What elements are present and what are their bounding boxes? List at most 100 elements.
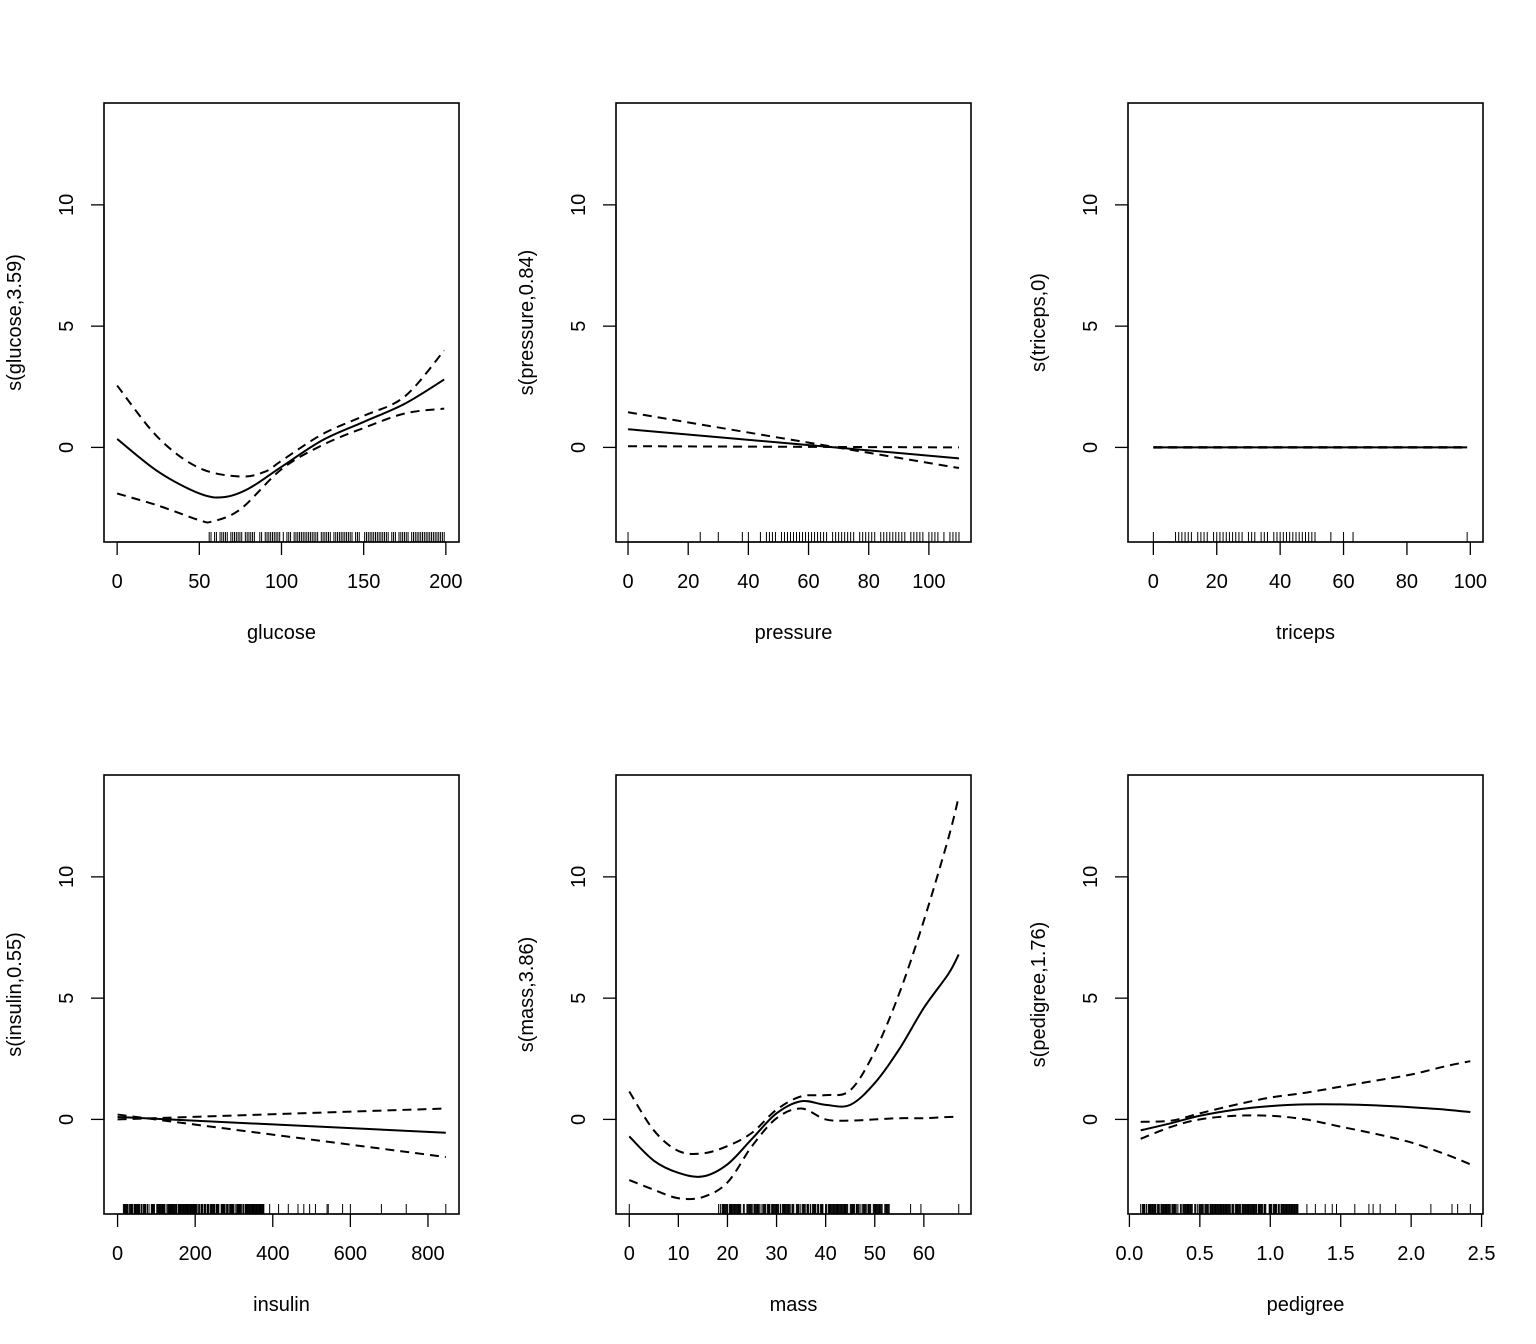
x-tick-label: 80 <box>858 571 880 593</box>
y-axis: 0 5 10 <box>56 194 105 453</box>
x-tick-label: 200 <box>178 1243 211 1265</box>
confidence-band-lower <box>117 1113 446 1158</box>
panel-glucose: 0 50 100 150 200 0 5 10 glucose s(glucose,3.59) <box>4 102 463 644</box>
plot-frame <box>103 774 460 1215</box>
x-axis-label: pedigree <box>1267 1294 1345 1316</box>
y-tick-label: 10 <box>56 866 78 888</box>
confidence-band-lower <box>628 1107 959 1201</box>
x-tick-label: 60 <box>797 571 819 593</box>
x-tick-label: 1.5 <box>1327 1243 1355 1265</box>
y-tick-label: 0 <box>56 1114 78 1125</box>
x-tick-label: 150 <box>347 571 380 593</box>
x-axis: 0.0 0.5 1.0 1.5 2.0 2.5 <box>1116 1213 1496 1265</box>
smooth-fit-line <box>1140 1103 1471 1132</box>
panel-insulin: 0 200 400 600 800 0 5 10 insulin s(insulin,0.55) <box>4 774 460 1316</box>
y-axis: 0 5 10 <box>1080 866 1129 1125</box>
y-axis-label: s(triceps,0) <box>1028 273 1050 372</box>
confidence-band-lower <box>628 445 959 449</box>
y-tick-label: 0 <box>568 1114 590 1125</box>
y-tick-label: 5 <box>1080 993 1102 1004</box>
x-tick-label: 40 <box>1269 571 1291 593</box>
y-axis: 0 5 10 <box>56 866 105 1125</box>
plot-frame <box>103 102 460 543</box>
y-axis-label: s(insulin,0.55) <box>4 932 26 1057</box>
x-tick-label: 200 <box>429 571 462 593</box>
rug <box>627 532 960 542</box>
y-axis: 0 5 10 <box>1080 194 1129 453</box>
rug <box>208 532 445 542</box>
x-tick-label: 40 <box>737 571 759 593</box>
y-axis-label: s(mass,3.86) <box>516 937 538 1053</box>
x-tick-label: 0 <box>1148 571 1159 593</box>
panel-triceps: 0 20 40 60 80 100 0 5 10 triceps s(triceps,0) <box>1028 102 1487 644</box>
x-axis-label: glucose <box>247 622 316 644</box>
x-tick-label: 0 <box>624 1243 635 1265</box>
x-axis: 0 200 400 600 800 <box>112 1213 445 1265</box>
x-axis-label: pressure <box>755 622 833 644</box>
x-tick-label: 100 <box>912 571 945 593</box>
x-axis-label: triceps <box>1276 622 1335 644</box>
x-tick-label: 30 <box>765 1243 787 1265</box>
panel-pressure: 0 20 40 60 80 100 0 5 10 pressure s(pressure,0.84) <box>516 102 972 644</box>
x-tick-label: 600 <box>334 1243 367 1265</box>
confidence-band-upper <box>117 1107 446 1121</box>
confidence-band-lower <box>116 407 445 524</box>
x-tick-label: 50 <box>864 1243 886 1265</box>
x-tick-label: 2.5 <box>1468 1243 1496 1265</box>
rug <box>122 1204 447 1214</box>
y-tick-label: 10 <box>56 194 78 216</box>
x-tick-label: 400 <box>256 1243 289 1265</box>
confidence-band-upper <box>627 411 960 470</box>
smooth-fit-line <box>117 1115 446 1134</box>
y-tick-label: 5 <box>568 321 590 332</box>
y-tick-label: 10 <box>1080 194 1102 216</box>
confidence-band-upper <box>116 349 445 478</box>
plot-frame <box>1127 774 1484 1215</box>
y-tick-label: 5 <box>56 321 78 332</box>
panel-pedigree: 0.0 0.5 1.0 1.5 2.0 2.5 0 5 10 pedigree s(pedigree… <box>1028 774 1496 1316</box>
smooth-fit-line <box>627 428 960 460</box>
x-axis: 0 20 40 60 80 100 <box>622 541 946 593</box>
plot-frame <box>1127 102 1484 543</box>
x-tick-label: 2.0 <box>1397 1243 1425 1265</box>
rug <box>1152 532 1468 542</box>
smooth-fit-line <box>628 954 960 1178</box>
x-tick-label: 0 <box>622 571 633 593</box>
x-axis: 0 20 40 60 80 100 <box>1148 541 1487 593</box>
x-tick-label: 0.0 <box>1116 1243 1144 1265</box>
x-tick-label: 40 <box>815 1243 837 1265</box>
confidence-band-upper <box>628 796 960 1155</box>
y-tick-label: 5 <box>568 993 590 1004</box>
x-tick-label: 60 <box>1332 571 1354 593</box>
y-tick-label: 0 <box>568 442 590 453</box>
x-axis-label: mass <box>770 1294 818 1316</box>
x-axis-label: insulin <box>253 1294 310 1316</box>
confidence-band-lower <box>1140 1114 1471 1166</box>
x-tick-label: 80 <box>1396 571 1418 593</box>
x-tick-label: 20 <box>677 571 699 593</box>
x-tick-label: 20 <box>1206 571 1228 593</box>
y-tick-label: 10 <box>568 194 590 216</box>
y-tick-label: 10 <box>1080 866 1102 888</box>
y-tick-label: 0 <box>56 442 78 453</box>
y-tick-label: 10 <box>568 866 590 888</box>
x-tick-label: 10 <box>667 1243 689 1265</box>
y-axis-label: s(pedigree,1.76) <box>1028 922 1050 1068</box>
y-tick-label: 5 <box>56 993 78 1004</box>
x-axis: 0 50 100 150 200 <box>112 541 463 593</box>
y-axis: 0 5 10 <box>568 194 617 453</box>
plot-frame <box>615 102 972 543</box>
x-tick-label: 60 <box>913 1243 935 1265</box>
x-tick-label: 1.0 <box>1256 1243 1284 1265</box>
rug <box>628 1204 960 1214</box>
y-tick-label: 0 <box>1080 1114 1102 1125</box>
x-tick-label: 800 <box>411 1243 444 1265</box>
y-axis-label: s(glucose,3.59) <box>4 254 26 391</box>
x-tick-label: 20 <box>716 1243 738 1265</box>
x-tick-label: 0.5 <box>1186 1243 1214 1265</box>
y-axis: 0 5 10 <box>568 866 617 1125</box>
y-axis-label: s(pressure,0.84) <box>516 250 538 396</box>
y-tick-label: 0 <box>1080 442 1102 453</box>
plot-frame <box>615 774 972 1215</box>
